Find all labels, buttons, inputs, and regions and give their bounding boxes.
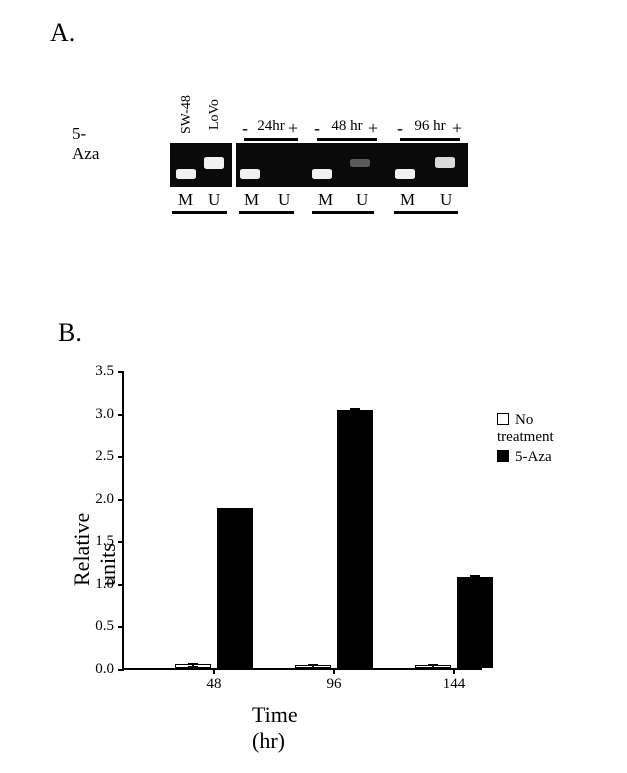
error-cap: [308, 664, 318, 666]
error-cap: [350, 414, 360, 416]
mu-underline: [394, 211, 458, 214]
error-cap: [470, 580, 480, 582]
error-cap: [428, 667, 438, 669]
bar-5-Aza: [337, 410, 373, 668]
mu-label: U: [208, 190, 220, 210]
error-cap: [428, 664, 438, 666]
gel-band: [395, 169, 415, 179]
chart-legend: No treatment 5-Aza: [497, 412, 554, 469]
bar-5-Aza: [457, 577, 493, 668]
lane-label-LoVo: LoVo: [207, 90, 223, 140]
mu-underline: [312, 211, 374, 214]
panel-a-label: A.: [50, 18, 75, 48]
x-tick-label: 144: [443, 668, 466, 693]
minus-label: -: [242, 118, 248, 139]
mu-label: M: [244, 190, 259, 210]
error-cap: [470, 575, 480, 577]
y-tick-label: 3.5: [95, 363, 124, 380]
minus-label: -: [314, 118, 320, 139]
legend-swatch: [497, 413, 509, 425]
mu-label: U: [356, 190, 368, 210]
mu-underline: [172, 211, 227, 214]
plus-label: +: [368, 118, 378, 139]
gel-band: [350, 159, 370, 167]
time-label: 24hr: [251, 118, 291, 135]
mu-label: M: [178, 190, 193, 210]
panel-b-label: B.: [58, 318, 82, 348]
chart-plot-area: 0.00.51.01.52.02.53.03.54896144: [122, 372, 482, 670]
error-cap: [308, 667, 318, 669]
plus-label: +: [452, 118, 462, 139]
y-tick-label: 2.5: [95, 448, 124, 465]
mu-label: U: [278, 190, 290, 210]
gel-band: [435, 157, 455, 168]
legend-swatch: [497, 450, 509, 462]
gel-band: [204, 157, 224, 169]
error-cap: [188, 663, 198, 665]
y-tick-label: 3.0: [95, 406, 124, 423]
x-axis-title: Time (hr): [252, 702, 298, 754]
y-axis-title: Relative units: [69, 513, 121, 586]
mu-underline: [239, 211, 294, 214]
legend-item: 5-Aza: [497, 449, 554, 466]
time-label: 96 hr: [410, 118, 450, 135]
plus-label: +: [288, 118, 298, 139]
bar-5-Aza: [217, 508, 253, 668]
y-tick-label: 0.0: [95, 661, 124, 678]
row-label-5aza: 5-Aza: [72, 124, 99, 164]
minus-label: -: [397, 118, 403, 139]
y-tick-label: 2.0: [95, 491, 124, 508]
gel-band: [240, 169, 260, 179]
lane-label-SW-48: SW-48: [179, 90, 195, 140]
error-cap: [350, 408, 360, 410]
mu-label: U: [440, 190, 452, 210]
y-tick-label: 0.5: [95, 618, 124, 635]
x-tick-label: 96: [327, 668, 342, 693]
time-bar: [400, 138, 460, 141]
gel-band: [312, 169, 332, 179]
legend-label: 5-Aza: [515, 449, 552, 465]
x-tick-label: 48: [207, 668, 222, 693]
mu-label: M: [318, 190, 333, 210]
mu-label: M: [400, 190, 415, 210]
legend-item: No treatment: [497, 412, 554, 446]
time-label: 48 hr: [327, 118, 367, 135]
error-cap: [188, 666, 198, 668]
gel-band: [176, 169, 196, 179]
